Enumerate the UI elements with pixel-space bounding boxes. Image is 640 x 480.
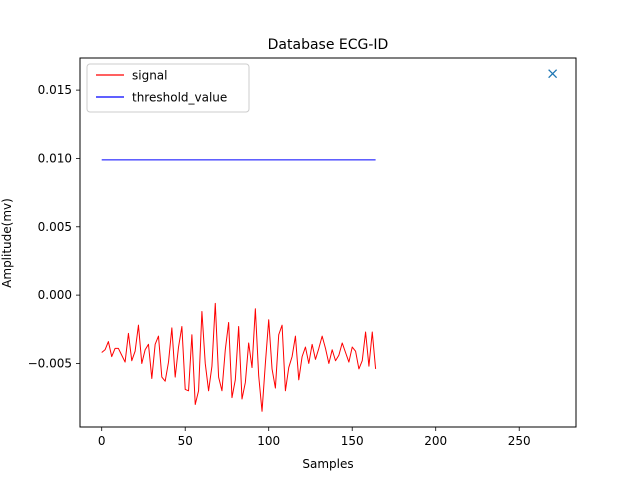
y-axis-label: Amplitude(mv) (0, 198, 14, 288)
legend-label-signal: signal (132, 69, 168, 83)
x-marker (548, 69, 558, 79)
plot-layer (101, 69, 558, 412)
x-tick-label: 250 (508, 434, 531, 448)
x-tick-label: 150 (341, 434, 364, 448)
y-tick-label: 0.015 (38, 83, 72, 97)
x-axis-label: Samples (302, 457, 353, 471)
chart-title: Database ECG-ID (268, 37, 389, 53)
y-tick-label: 0.010 (38, 151, 72, 165)
plot-frame (79, 57, 577, 428)
y-tick-label: −0.005 (28, 356, 72, 370)
y-tick-label: 0.000 (38, 288, 72, 302)
x-axis-ticks: 0 50 100 150 200 250 (98, 427, 531, 448)
series-line-signal (101, 302, 377, 412)
x-tick-label: 100 (257, 434, 280, 448)
x-tick-label: 200 (424, 434, 447, 448)
y-tick-label: 0.005 (38, 220, 72, 234)
x-tick-label: 50 (178, 434, 193, 448)
legend-box (86, 63, 250, 113)
x-tick-label: 0 (98, 434, 106, 448)
y-axis-ticks: −0.005 0.000 0.005 0.010 0.015 (28, 83, 80, 370)
legend: signal threshold_value (86, 63, 250, 113)
legend-label-threshold: threshold_value (132, 91, 227, 105)
